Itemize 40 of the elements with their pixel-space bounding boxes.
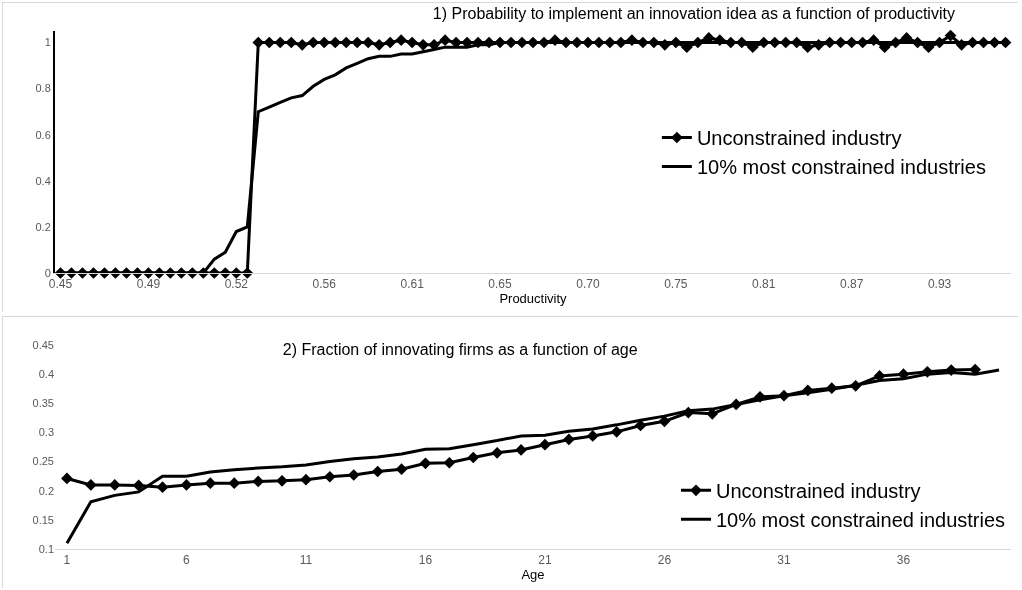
y-tick-label: 0.25	[32, 455, 54, 468]
chart-title: 2) Fraction of innovating firms as a function of age	[282, 341, 638, 359]
y-tick-label: 0.45	[32, 338, 54, 351]
y-tick-label: 0.35	[32, 397, 54, 410]
y-tick-label: 0.2	[35, 220, 51, 233]
legend-label: Unconstrained industry	[716, 480, 921, 503]
x-tick-label: 0.70	[576, 277, 600, 292]
y-tick-label: 1	[44, 36, 51, 49]
x-tick-label: 31	[777, 553, 791, 568]
y-tick-label: 0.2	[38, 484, 54, 497]
x-tick-label: 0.52	[224, 277, 249, 292]
legend-label: 10% most constrained industries	[696, 156, 986, 179]
x-axis-title: Productivity	[499, 291, 568, 307]
legend-label: Unconstrained industry	[696, 127, 902, 150]
x-axis-title: Age	[521, 567, 545, 583]
x-tick-label: 0.75	[664, 277, 688, 292]
y-tick-label: 0.6	[35, 128, 51, 141]
y-tick-label: 0.4	[38, 367, 54, 380]
x-tick-label: 0.93	[927, 277, 952, 292]
y-tick-label: 0	[44, 266, 51, 279]
x-tick-label: 26	[657, 553, 672, 568]
x-tick-label: 36	[896, 553, 911, 568]
x-tick-label: 0.65	[488, 277, 513, 292]
y-tick-label: 0.1	[38, 542, 54, 555]
x-tick-label: 0.49	[136, 277, 161, 292]
x-tick-label: 0.81	[752, 277, 776, 292]
x-tick-label: 21	[538, 553, 552, 568]
y-tick-label: 0.15	[32, 513, 54, 526]
x-tick-label: 11	[299, 553, 313, 568]
x-tick-label: 0.87	[839, 277, 864, 292]
x-tick-label: 16	[418, 553, 433, 568]
x-tick-label: 0.56	[312, 277, 337, 292]
y-tick-label: 0.3	[38, 426, 54, 439]
y-tick-label: 0.8	[35, 82, 51, 95]
y-tick-label: 0.4	[35, 174, 51, 187]
legend-label: 10% most constrained industries	[716, 509, 1006, 532]
x-tick-label: 0.61	[400, 277, 425, 292]
x-tick-label: 6	[183, 553, 191, 568]
x-tick-label: 1	[63, 553, 71, 568]
chart-title: 1) Probability to implement an innovation idea as a function of productivity	[432, 4, 955, 22]
